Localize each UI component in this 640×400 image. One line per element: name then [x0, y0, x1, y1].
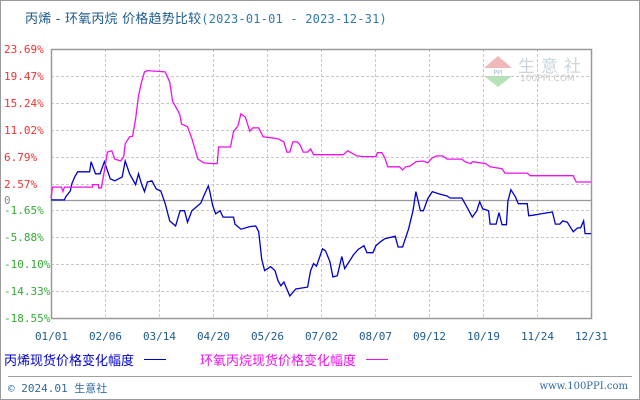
x-tick-label: 01/01 [34, 330, 69, 343]
y-tick-label: -18.55% [4, 311, 51, 325]
ppi-logo-icon: PPI [482, 56, 514, 87]
y-tick-label: 11.02% [4, 123, 44, 137]
legend-label-propylene: 丙烯现货价格变化幅度 [4, 354, 135, 369]
y-tick-label: -5.88% [4, 230, 44, 244]
y-tick-label: 19.47% [4, 69, 44, 83]
legend-swatch-propylene [144, 359, 167, 360]
x-tick-label: 12/31 [574, 330, 609, 343]
x-tick-label: 09/12 [412, 330, 447, 343]
watermark-en: 100PPI.COM [520, 74, 575, 84]
footer-website-link[interactable]: www.100PPI.com [539, 381, 628, 392]
y-tick-label: 6.79% [4, 150, 38, 164]
x-tick-label: 07/02 [304, 330, 339, 343]
watermark-cn: 生意社 [518, 57, 587, 77]
legend-swatch-propylene-oxide [366, 359, 389, 360]
y-tick-label: -10.10% [4, 257, 51, 271]
legend-item-propylene-oxide: 环氧丙烷现货价格变化幅度 [200, 350, 389, 369]
y-tick-label: 2.57% [4, 177, 38, 191]
chart-title: 丙烯 - 环氧丙烷 价格趋势比较(2023-01-01 - 2023-12-31… [25, 8, 387, 27]
x-tick-label: 10/19 [466, 330, 501, 343]
axes [50, 48, 593, 320]
chart-title-main: 丙烯 - 环氧丙烷 价格趋势比较 [25, 12, 202, 27]
x-tick-label: 02/06 [88, 330, 123, 343]
series-propylene-oxide-line [50, 69, 591, 199]
legend-item-propylene: 丙烯现货价格变化幅度 [4, 350, 167, 369]
y-tick-label: 23.69% [4, 42, 44, 56]
chart-title-range: (2023-01-01 - 2023-12-31) [201, 12, 387, 26]
x-tick-label: 05/26 [250, 330, 285, 343]
svg-text:PPI: PPI [493, 70, 502, 77]
series-propylene-line [51, 158, 591, 298]
y-tick-label: -14.33% [4, 284, 51, 298]
footer-divider [8, 376, 632, 377]
legend-label-propylene-oxide: 环氧丙烷现货价格变化幅度 [200, 354, 357, 369]
y-tick-label: 15.24% [4, 96, 44, 110]
x-tick-label: 08/07 [358, 330, 393, 343]
y-tick-label: -1.65% [4, 203, 44, 217]
x-tick-label: 11/24 [520, 330, 555, 343]
grid-lines [51, 49, 591, 319]
watermark: PPI 生意社 100PPI.COM [478, 54, 598, 88]
x-tick-label: 03/14 [142, 330, 177, 343]
x-tick-label: 04/20 [196, 330, 231, 343]
footer-copyright: © 2024.01 生意社 [8, 382, 108, 395]
y-tick-label: 0 [4, 193, 11, 207]
